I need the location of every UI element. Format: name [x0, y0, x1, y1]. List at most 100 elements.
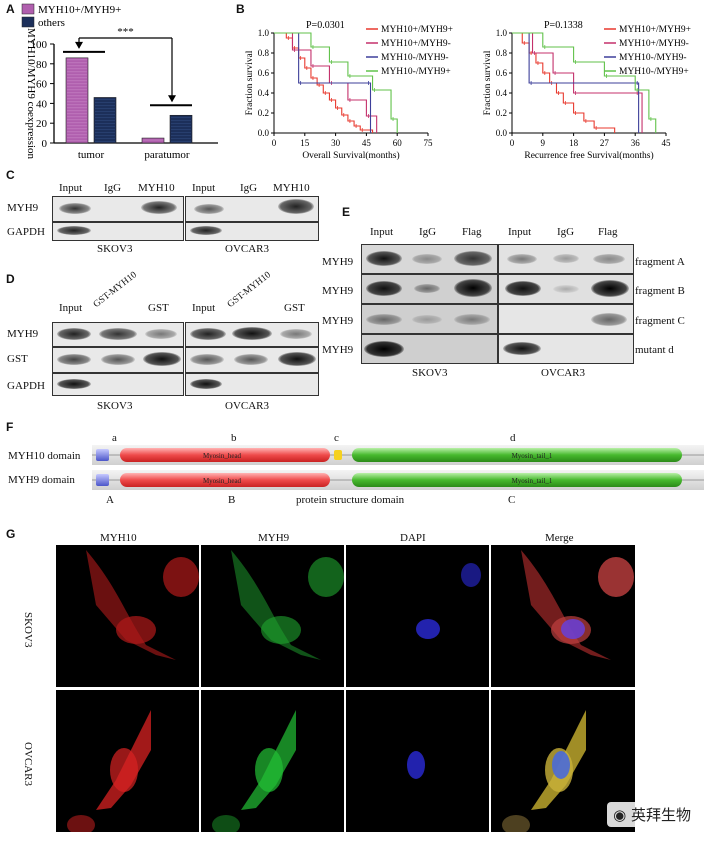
- e-blot-skov3-d: [361, 334, 498, 364]
- b-xtick: 36: [631, 138, 641, 148]
- e-col-igg-2: IgG: [557, 226, 575, 238]
- e-blot-skov3-b: [361, 274, 498, 304]
- e-col-flag-1: Flag: [462, 226, 482, 238]
- b-xtick: 45: [362, 138, 372, 148]
- f-domain-myosin-head-1: [120, 448, 330, 462]
- f-domain-myosin-tail-2: [352, 473, 682, 487]
- f-domain-myosin-head-2: [120, 473, 330, 487]
- wechat-icon: ◉: [613, 806, 627, 824]
- f-head-label-1: Myosin_head: [203, 452, 242, 460]
- b-ytick: 1.0: [496, 28, 508, 38]
- a-ylabel: MYH10/MYH9 coexpression: [25, 28, 37, 160]
- b-xtick: 27: [600, 138, 610, 148]
- e-col-igg-1: IgG: [419, 226, 437, 238]
- f-letter-c: c: [334, 432, 339, 444]
- g-img-ovcar3-dapi: [346, 690, 489, 832]
- c-col-igg-2: IgG: [240, 182, 258, 194]
- f-domain-c: [334, 450, 342, 460]
- b-pvalue: P=0.1338: [544, 20, 583, 31]
- c-col-input-2: Input: [192, 182, 216, 194]
- e-blot-skov3-c: [361, 304, 498, 334]
- e-row-myh9-4: MYH9: [322, 344, 354, 356]
- g-img-skov3-dapi: [346, 545, 489, 687]
- b-legend-label: MYH10+/MYH9+: [619, 25, 691, 35]
- e-blot-ovcar3-d: [498, 334, 634, 364]
- b-legend-label: MYH10+/MYH9-: [381, 39, 451, 49]
- e-row-myh9-2: MYH9: [322, 285, 354, 297]
- d-blot-skov3-gapdh: [52, 373, 184, 396]
- b-ylabel: Fraction survival: [245, 50, 255, 115]
- f-head-label-2: Myosin_head: [203, 477, 242, 485]
- a-ytick: 60: [36, 79, 48, 91]
- f-domain-A: [96, 474, 109, 486]
- g-col-dapi: DAPI: [400, 532, 426, 544]
- c-row-myh9: MYH9: [7, 202, 39, 214]
- b-xtick: 30: [331, 138, 341, 148]
- d-blot-ovcar3-gapdh: [185, 373, 319, 396]
- d-blot-ovcar3-gst: [185, 347, 319, 373]
- f-letter-A: A: [106, 494, 114, 506]
- c-blot-skov3-gapdh: [52, 222, 184, 241]
- b-legend-label: MYH10-/MYH9-: [381, 53, 449, 63]
- e-blot-ovcar3-a: [498, 244, 634, 274]
- f-tail-label-1: Myosin_tail_1: [512, 452, 553, 460]
- f-row-myh9: MYH9 domain: [8, 474, 75, 486]
- d-col-gst-1: GST: [148, 302, 169, 314]
- b-ytick: 0.2: [258, 108, 269, 118]
- b-ytick: 0.4: [496, 88, 508, 98]
- d-col-input-1: Input: [59, 302, 83, 314]
- g-img-skov3-merge: [491, 545, 635, 687]
- domain-diagram: Myosin_head Myosin_tail_1 Myosin_head My…: [92, 445, 704, 490]
- b-km-line: [274, 32, 398, 133]
- e-blot-skov3-a: [361, 244, 498, 274]
- c-blot-ovcar3-myh9: [185, 196, 319, 222]
- d-cell-skov3: SKOV3: [97, 400, 133, 412]
- b-xlabel: Recurrence free Survival(months): [524, 150, 653, 161]
- panel-b-label: B: [236, 2, 245, 16]
- g-img-ovcar3-merge: [491, 690, 635, 832]
- e-col-input-1: Input: [370, 226, 394, 238]
- c-blot-ovcar3-gapdh: [185, 222, 319, 241]
- b-ytick: 0.0: [496, 128, 508, 138]
- e-frag-a: fragment A: [635, 256, 685, 268]
- a-ytick: 40: [36, 98, 48, 110]
- g-img-ovcar3-myh10: [56, 690, 199, 832]
- c-row-gapdh: GAPDH: [7, 226, 45, 238]
- b-ytick: 1.0: [258, 28, 270, 38]
- g-col-myh10: MYH10: [100, 532, 137, 544]
- g-row-skov3: SKOV3: [22, 612, 34, 648]
- f-tail-label-2: Myosin_tail_1: [512, 477, 553, 485]
- b-xtick: 0: [272, 138, 277, 148]
- f-letter-d: d: [510, 432, 516, 444]
- b-xlabel: Overall Survival(months): [302, 150, 399, 161]
- f-domain-a: [96, 449, 109, 461]
- b-pvalue: P=0.0301: [306, 20, 345, 31]
- g-col-myh9: MYH9: [258, 532, 290, 544]
- b-ytick: 0.8: [258, 48, 270, 58]
- b-legend-label: MYH10-/MYH9+: [619, 67, 689, 77]
- b-ytick: 0.6: [258, 68, 270, 78]
- a-legend-swatch: [21, 3, 35, 15]
- d-col-gst-myh10-2: GST-MYH10: [225, 270, 273, 310]
- b-km-line: [512, 32, 657, 133]
- a-ytick: 0: [42, 138, 48, 150]
- d-blot-skov3-gst: [52, 347, 184, 373]
- g-row-ovcar3: OVCAR3: [22, 742, 34, 787]
- e-col-flag-2: Flag: [598, 226, 618, 238]
- b-legend-label: MYH10-/MYH9-: [619, 53, 687, 63]
- b-km-line: [274, 32, 374, 133]
- e-row-myh9-1: MYH9: [322, 256, 354, 268]
- a-ytick: 100: [31, 39, 48, 51]
- a-bar: [65, 57, 89, 144]
- b-km-line: [274, 32, 372, 133]
- b-xtick: 60: [393, 138, 403, 148]
- b-legend-label: MYH10+/MYH9-: [619, 39, 689, 49]
- a-significance: ***: [117, 26, 134, 38]
- d-col-gst-myh10-1: GST-MYH10: [91, 270, 139, 310]
- d-col-gst-2: GST: [284, 302, 305, 314]
- c-cell-ovcar3: OVCAR3: [225, 243, 270, 255]
- a-ytick: 20: [36, 118, 48, 130]
- e-cell-skov3: SKOV3: [412, 367, 448, 379]
- b-legend-label: MYH10+/MYH9+: [381, 25, 453, 35]
- panel-e-label: E: [342, 205, 351, 219]
